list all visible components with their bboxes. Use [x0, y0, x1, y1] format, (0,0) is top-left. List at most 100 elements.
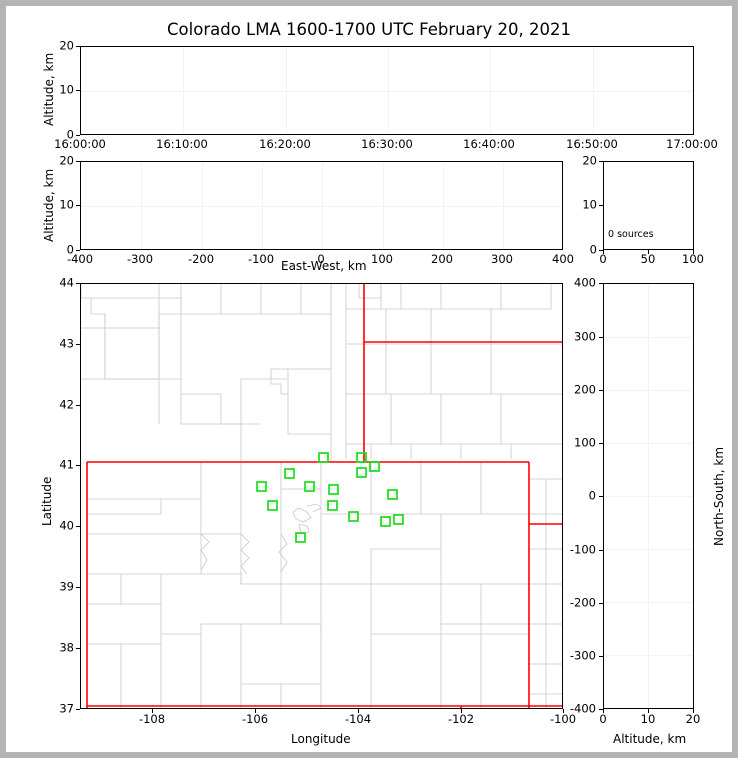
ytick-label: 10 [59, 197, 74, 212]
tick [599, 709, 603, 710]
xtick-label: 16:30:00 [361, 137, 413, 151]
gridline [593, 47, 594, 134]
gridline [604, 443, 693, 444]
station-marker [369, 461, 380, 472]
tick [563, 709, 564, 713]
xtick-label: 200 [431, 252, 453, 266]
tick [76, 135, 80, 136]
ytick-label: 20 [582, 153, 597, 168]
station-marker [348, 511, 359, 522]
ytick-label: 39 [59, 579, 74, 594]
east-west-altitude-panel[interactable] [80, 161, 563, 250]
xtick-label: 17:00:00 [666, 137, 718, 151]
xtick-label: 100 [371, 252, 393, 266]
figure-title: Colorado LMA 1600-1700 UTC February 20, … [167, 20, 571, 39]
xtick-label: -100 [247, 252, 275, 266]
xtick-label: 16:10:00 [156, 137, 208, 151]
tick [76, 283, 80, 284]
source-histogram-panel[interactable]: 0 sources [603, 161, 694, 250]
station-marker [267, 500, 278, 511]
tick [76, 465, 80, 466]
colorado-counties [86, 462, 530, 708]
state-borders [86, 284, 562, 708]
gridline [388, 47, 389, 134]
gridline [262, 162, 263, 249]
ytick-label: 10 [582, 197, 597, 212]
xtick-label: 20 [685, 712, 701, 726]
xtick-label: 16:50:00 [566, 137, 618, 151]
tick [599, 337, 603, 338]
tick [76, 344, 80, 345]
tick [76, 250, 80, 251]
xtick-label: 16:20:00 [259, 137, 311, 151]
xlabel-north-south: Altitude, km [613, 732, 687, 746]
tick [358, 709, 359, 713]
map-panel[interactable] [80, 283, 563, 709]
tick [76, 90, 80, 91]
ytick-label: 400 [574, 275, 596, 290]
tick [599, 603, 603, 604]
station-marker [295, 532, 306, 543]
tick [599, 550, 603, 551]
gridline [604, 337, 693, 338]
tick [599, 283, 603, 284]
north-south-altitude-panel[interactable] [603, 283, 694, 709]
ytick-label: 0 [66, 127, 74, 142]
ytick-label: 44 [59, 275, 74, 290]
tick [603, 250, 604, 254]
gridline [604, 602, 693, 603]
station-marker [284, 468, 295, 479]
tick [599, 656, 603, 657]
ytick-label: 38 [59, 640, 74, 655]
gridline [604, 655, 693, 656]
station-marker [256, 481, 267, 492]
ytick-label: 37 [59, 701, 74, 716]
station-marker [387, 489, 398, 500]
ytick-label: 43 [59, 336, 74, 351]
tick [76, 161, 80, 162]
ytick-label: 10 [59, 82, 74, 97]
xtick-label: -106 [241, 712, 269, 726]
xtick-label: 100 [682, 252, 704, 266]
time-altitude-panel[interactable] [80, 46, 694, 135]
ytick-label: 200 [574, 382, 596, 397]
gridline [322, 162, 323, 249]
ytick-label: -400 [569, 701, 596, 716]
station-marker [328, 484, 339, 495]
xtick-label: 0 [317, 252, 325, 266]
ytick-label: 40 [59, 518, 74, 533]
tick [76, 709, 80, 710]
xtick-label: -400 [66, 252, 94, 266]
gridline [443, 162, 444, 249]
tick [76, 46, 80, 47]
xtick-label: 50 [640, 252, 656, 266]
xtick-label: 400 [552, 252, 574, 266]
county-boundaries [81, 284, 562, 463]
xtick-label: 16:40:00 [463, 137, 515, 151]
gridline [141, 162, 142, 249]
tick [599, 443, 603, 444]
tick [599, 250, 603, 251]
tick [648, 250, 649, 254]
station-marker [356, 452, 367, 463]
ytick-label: 0 [589, 242, 597, 257]
lma-stations [256, 452, 404, 543]
tick [693, 709, 694, 713]
xtick-label: 0 [599, 712, 607, 726]
xtick-label: -102 [447, 712, 475, 726]
xtick-label: 16:00:00 [54, 137, 106, 151]
ylabel-time-altitude: Altitude, km [42, 52, 56, 126]
gridline [604, 549, 693, 550]
gridline [503, 162, 504, 249]
ylabel-map: Latitude [40, 476, 54, 526]
ytick-label: -200 [569, 595, 596, 610]
tick [599, 205, 603, 206]
station-marker [327, 500, 338, 511]
tick [599, 390, 603, 391]
tick [693, 250, 694, 254]
station-marker [380, 516, 391, 527]
gridline [286, 47, 287, 134]
tick [461, 709, 462, 713]
tick [76, 648, 80, 649]
xtick-label: -300 [126, 252, 154, 266]
